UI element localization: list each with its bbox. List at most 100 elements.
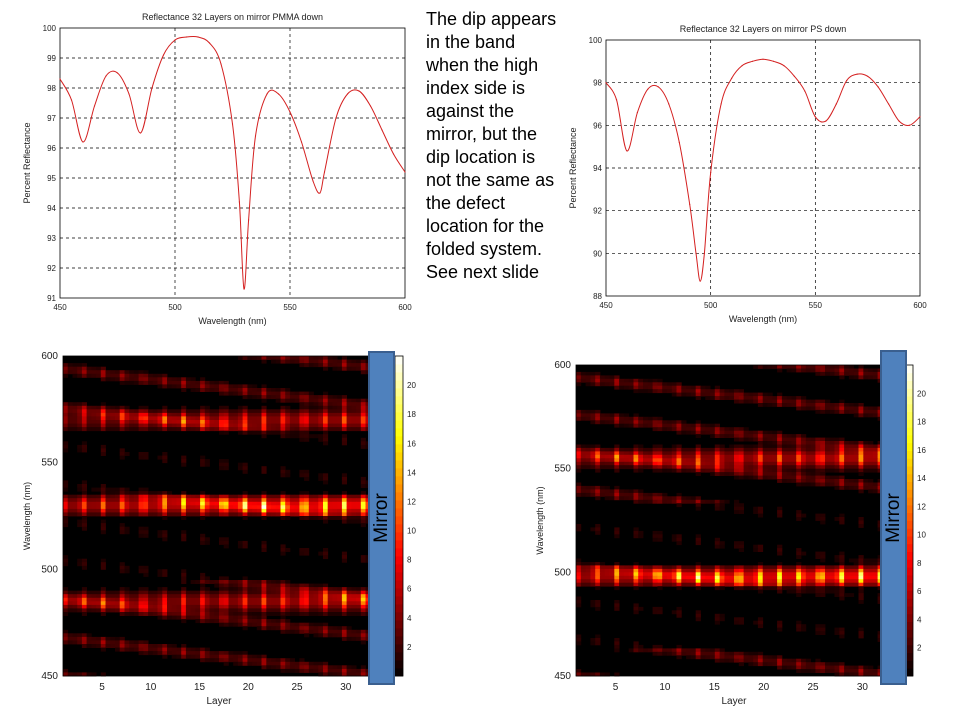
heatmap-cell bbox=[829, 579, 835, 584]
heatmap-cell bbox=[700, 582, 706, 587]
heatmap-cell bbox=[190, 508, 196, 513]
heatmap-cell bbox=[223, 405, 229, 410]
heatmap-cell bbox=[119, 501, 125, 506]
heatmap-cell bbox=[266, 388, 272, 392]
heatmap-cell bbox=[285, 658, 291, 663]
heatmap-cell bbox=[96, 608, 102, 613]
heatmap-cell bbox=[356, 501, 362, 506]
heatmap-cell bbox=[143, 587, 149, 592]
heatmap-cell bbox=[133, 512, 139, 517]
heatmap-cell bbox=[294, 391, 300, 396]
heatmap-cell bbox=[280, 544, 286, 549]
heatmap-cell bbox=[351, 516, 357, 520]
heatmap-cell bbox=[863, 406, 869, 411]
heatmap-cell bbox=[204, 512, 210, 517]
heatmap-cell bbox=[327, 516, 333, 520]
data-point bbox=[238, 201, 240, 203]
heatmap-cell bbox=[757, 396, 764, 400]
heatmap-cell bbox=[190, 412, 196, 417]
heatmap-cell bbox=[757, 475, 764, 480]
heatmap-cell bbox=[318, 494, 324, 499]
heatmap-cell bbox=[801, 551, 807, 556]
heatmap-cell bbox=[743, 468, 749, 473]
heatmap-cell bbox=[724, 579, 730, 584]
heatmap-cell bbox=[796, 586, 802, 591]
heatmap-cell bbox=[772, 434, 778, 438]
heatmap-cell bbox=[237, 615, 243, 620]
heatmap-cell bbox=[872, 572, 878, 577]
heatmap-cell bbox=[614, 420, 620, 425]
heatmap-cell bbox=[748, 475, 754, 480]
heatmap-cell bbox=[676, 648, 682, 653]
heatmap-cell bbox=[77, 423, 83, 428]
heatmap-cell bbox=[839, 482, 845, 487]
heatmap-cell bbox=[252, 420, 258, 424]
heatmap-cell bbox=[791, 665, 797, 670]
heatmap-cell bbox=[209, 654, 215, 659]
heatmap-cell bbox=[652, 465, 658, 470]
heatmap-cell bbox=[643, 454, 649, 459]
heatmap-cell bbox=[801, 465, 807, 470]
heatmap-cell bbox=[595, 524, 601, 528]
heatmap-cell bbox=[81, 484, 87, 488]
heatmap-cell bbox=[777, 396, 783, 400]
heatmap-cell bbox=[337, 494, 343, 499]
heatmap-cell bbox=[157, 612, 163, 616]
heatmap-cell bbox=[667, 461, 673, 466]
heatmap-cell bbox=[100, 366, 106, 371]
heatmap-cell bbox=[810, 465, 816, 470]
heatmap-cell bbox=[209, 412, 215, 417]
data-point bbox=[162, 54, 165, 56]
heatmap-cell bbox=[247, 501, 253, 506]
heatmap-cell bbox=[724, 389, 730, 394]
heatmap-cell bbox=[772, 430, 778, 435]
heatmap-cell bbox=[356, 601, 362, 606]
heatmap-cell bbox=[834, 555, 840, 559]
heatmap-cell bbox=[853, 582, 859, 587]
heatmap-cell bbox=[280, 466, 286, 471]
heatmap-cell bbox=[195, 498, 201, 503]
y-tick-label: 450 bbox=[554, 671, 571, 682]
heatmap-cell bbox=[185, 608, 191, 613]
heatmap-cell bbox=[863, 582, 869, 587]
colorbar-tick-label: 8 bbox=[407, 556, 412, 565]
heatmap-cell bbox=[105, 505, 111, 510]
heatmap-cell bbox=[614, 444, 620, 449]
heatmap-cell bbox=[805, 365, 811, 369]
heatmap-cell bbox=[219, 462, 225, 467]
heatmap-cell bbox=[285, 398, 291, 403]
heatmap-cell bbox=[138, 416, 144, 421]
heatmap-cell bbox=[676, 392, 682, 397]
heatmap-cell bbox=[129, 501, 135, 506]
heatmap-cell bbox=[332, 629, 338, 634]
heatmap-cell bbox=[157, 380, 163, 385]
heatmap-cell bbox=[185, 651, 191, 656]
heatmap-cell bbox=[796, 482, 802, 487]
heatmap-cell bbox=[119, 569, 125, 574]
heatmap-cell bbox=[77, 484, 83, 488]
heatmap-cell bbox=[671, 458, 677, 463]
heatmap-cell bbox=[762, 434, 768, 438]
heatmap-cell bbox=[237, 466, 243, 471]
heatmap-cell bbox=[686, 447, 692, 452]
heatmap-cell bbox=[313, 402, 319, 407]
heatmap-cell bbox=[204, 658, 210, 663]
heatmap-cell bbox=[185, 615, 191, 620]
heatmap-cell bbox=[825, 461, 831, 466]
heatmap-cell bbox=[323, 430, 329, 435]
heatmap-cell bbox=[714, 586, 720, 591]
heatmap-cell bbox=[604, 575, 610, 580]
heatmap-cell bbox=[825, 665, 831, 670]
colorbar-segment bbox=[905, 504, 913, 514]
heatmap-cell bbox=[590, 465, 596, 470]
heatmap-cell bbox=[667, 458, 673, 463]
heatmap-cell bbox=[176, 416, 182, 421]
heatmap-cell bbox=[667, 582, 673, 587]
heatmap-cell bbox=[176, 647, 182, 652]
heatmap-cell bbox=[323, 420, 329, 424]
heatmap-cell bbox=[576, 444, 582, 449]
heatmap-cell bbox=[138, 604, 144, 609]
heatmap-cell bbox=[266, 427, 272, 432]
heatmap-cell bbox=[337, 587, 343, 592]
heatmap-cell bbox=[576, 672, 582, 677]
